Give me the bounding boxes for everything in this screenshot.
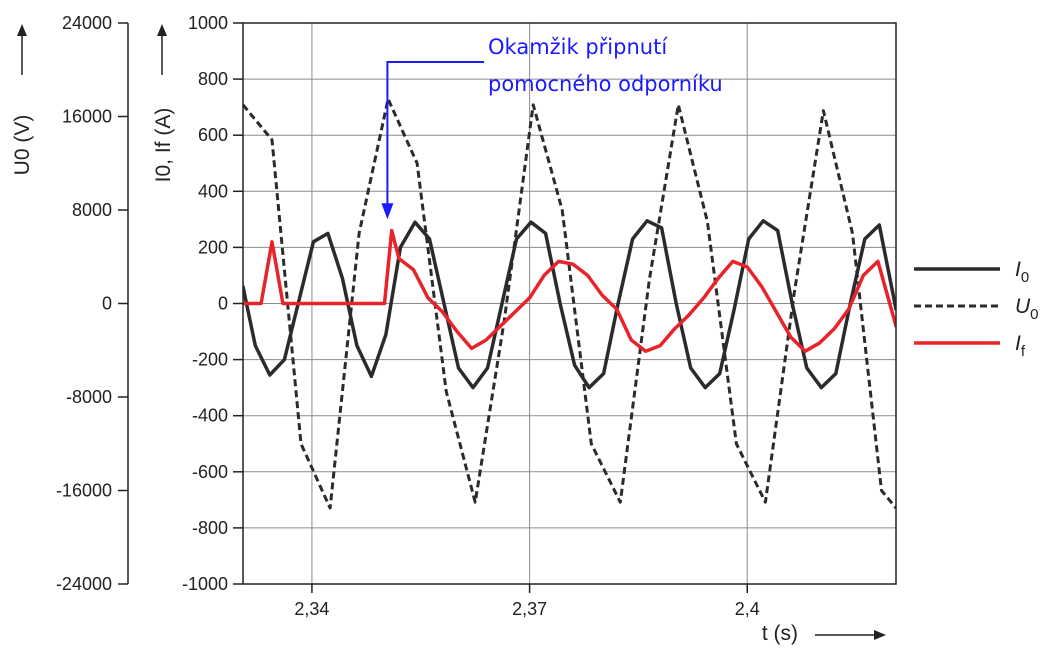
legend: I0 U0 If: [914, 258, 1039, 360]
annotation-arrowhead: [381, 203, 394, 220]
series-line-U0: [243, 97, 896, 510]
x-axis-tick-label: 2,4: [735, 599, 760, 619]
left-axis-tick-label: -8000: [66, 387, 112, 407]
right-axis-tick-label: 400: [198, 181, 228, 201]
x-axis-tick-label: 2,34: [294, 599, 329, 619]
left-axis-tick-label: 0: [102, 294, 112, 314]
right-axis-tick-label: -200: [192, 350, 228, 370]
right-axis-tick-label: 0: [218, 294, 228, 314]
right-axis-title-arrowhead: [157, 24, 167, 36]
series-line-I0: [243, 219, 896, 390]
x-axis-title-arrowhead: [874, 630, 886, 640]
x-axis-tick-label: 2,37: [512, 599, 547, 619]
left-axis-title: U0 (V): [11, 115, 34, 176]
annotation-arrow: [386, 61, 484, 206]
left-axis-tick-label: -24000: [56, 574, 112, 594]
x-axis-title: t (s): [762, 622, 798, 645]
x-axis: 2,34 2,37 2,4: [294, 584, 760, 619]
annotation: Okamžik připnutí pomocného odporníku: [381, 35, 723, 220]
legend-label-I0: I0: [1015, 258, 1029, 286]
axis-titles: U0 (V) I0, If (A) t (s): [11, 24, 886, 645]
right-axis-tick-label: 600: [198, 125, 228, 145]
right-axis-tick-label: -400: [192, 406, 228, 426]
right-axis-tick-label: -800: [192, 518, 228, 538]
annotation-line1: Okamžik připnutí: [488, 35, 668, 59]
right-axis: 1000 800 600 400 200 0 -200 -400 -600 -800 -1000: [182, 13, 243, 594]
left-axis-tick-label: 24000: [62, 13, 112, 33]
right-axis-tick-label: -1000: [182, 574, 228, 594]
annotation-line2: pomocného odporníku: [488, 72, 723, 96]
series-layer: [243, 97, 896, 510]
left-axis-tick-label: 16000: [62, 107, 112, 127]
left-axis: 24000 16000 8000 0 -8000 -16000 -24000: [56, 13, 129, 594]
right-axis-tick-label: 1000: [188, 13, 228, 33]
right-axis-title: I0, If (A): [152, 108, 175, 183]
right-axis-tick-label: 200: [198, 237, 228, 257]
left-axis-tick-label: 8000: [72, 200, 112, 220]
left-axis-tick-label: -16000: [56, 481, 112, 501]
legend-label-U0: U0: [1015, 295, 1039, 323]
right-axis-tick-label: 800: [198, 69, 228, 89]
right-axis-tick-label: -600: [192, 462, 228, 482]
legend-label-If: If: [1015, 332, 1026, 360]
series-line-If: [243, 228, 896, 353]
left-axis-title-arrowhead: [17, 24, 27, 36]
